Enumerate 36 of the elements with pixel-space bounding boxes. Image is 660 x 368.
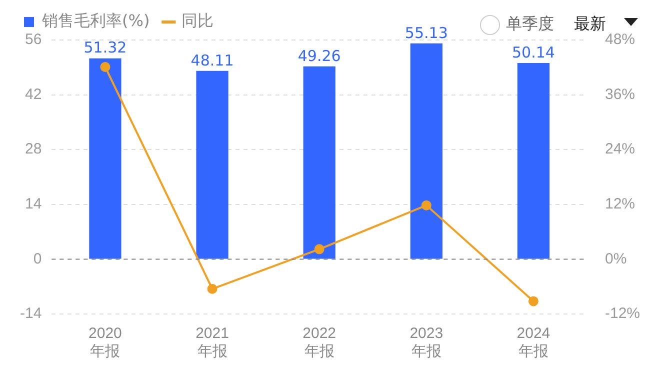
y-tick-label: 42 — [24, 86, 42, 103]
text: 49.26 — [298, 46, 341, 65]
y-tick-label: 0 — [33, 250, 42, 268]
y2-tick-label: 24% — [604, 140, 636, 158]
bar — [517, 62, 550, 259]
y-tick-label: 56 — [24, 31, 42, 48]
point — [421, 200, 432, 210]
x-tick-label: 2023 年报 — [410, 325, 444, 360]
y2-tick-label: 48% — [604, 31, 636, 48]
y-tick-label: 28 — [24, 140, 42, 158]
x-tick-label: 2022 年报 — [302, 325, 336, 360]
point — [528, 296, 538, 306]
y-tick-label: 14 — [24, 196, 42, 213]
y2-tick-label: 12% — [604, 196, 636, 213]
y2-tick-label: 36% — [604, 86, 636, 103]
text: 48.11 — [190, 51, 234, 70]
x-tick-label: 2024 年报 — [516, 325, 550, 360]
text: 51.32 — [84, 38, 127, 57]
point — [314, 244, 324, 254]
y2-tick-label: 0% — [604, 250, 627, 268]
y2-tick-label: -12% — [604, 305, 640, 322]
text: 单季度 — [506, 14, 554, 35]
x-tick-label: 2020 年报 — [88, 325, 122, 360]
text: 最新 — [574, 14, 606, 34]
bar — [196, 70, 228, 259]
x-tick-label: 2021 年报 — [196, 325, 229, 360]
bar — [303, 66, 336, 259]
legend-label: 销售毛利率(%) — [41, 11, 150, 30]
bar — [410, 43, 442, 259]
text: 55.13 — [404, 24, 448, 42]
y-tick-label: -14 — [20, 305, 42, 322]
text: 50.14 — [512, 43, 555, 62]
point — [100, 62, 110, 72]
bar — [89, 58, 122, 259]
point — [207, 284, 218, 294]
legend-label: 同比 — [182, 11, 214, 30]
